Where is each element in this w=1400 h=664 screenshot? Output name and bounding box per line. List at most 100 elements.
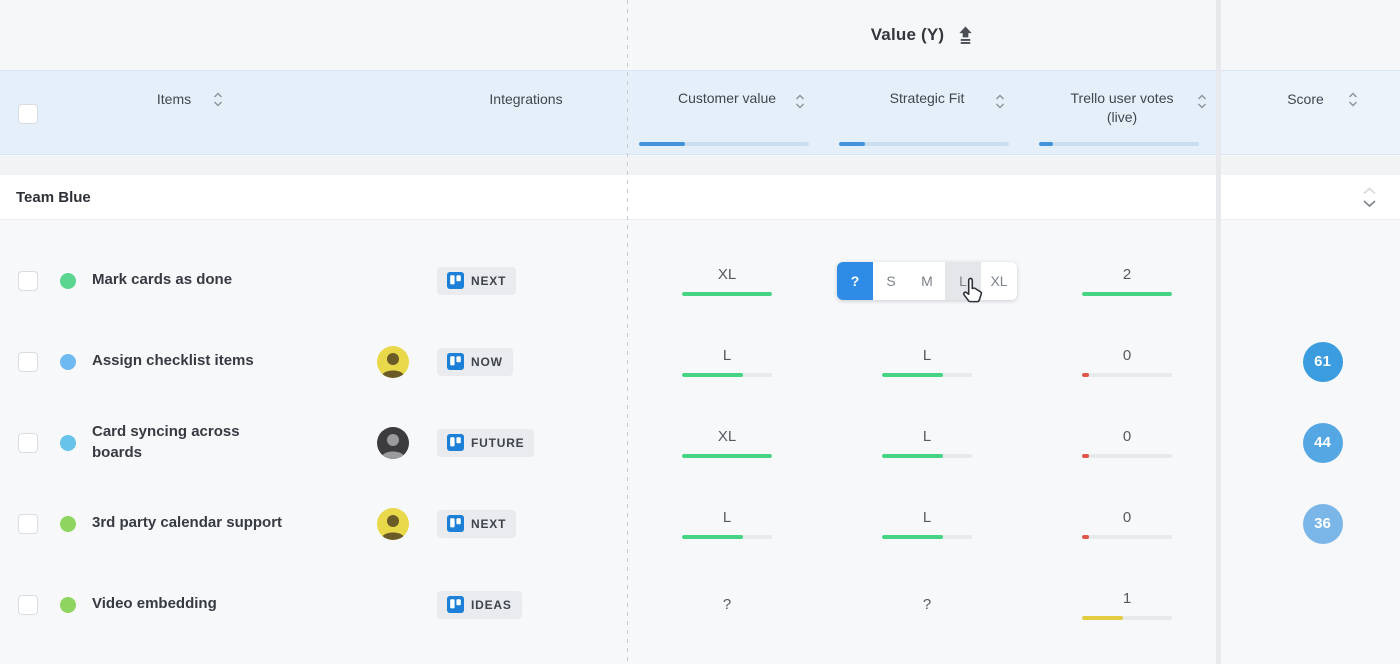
select-all-checkbox[interactable] bbox=[18, 104, 38, 124]
sort-icon[interactable] bbox=[1348, 91, 1358, 108]
header-spacer bbox=[0, 156, 1400, 175]
strategic-fit-cell: ? S M L XL bbox=[827, 261, 1027, 300]
sort-icon[interactable] bbox=[795, 93, 805, 110]
sort-icon[interactable] bbox=[213, 91, 223, 108]
strategic-fit-cell[interactable]: ? bbox=[922, 596, 932, 613]
item-title[interactable]: Mark cards as done bbox=[92, 271, 233, 289]
chart-boundary-dashed-line bbox=[627, 0, 628, 664]
item-title[interactable]: Assign checklist items bbox=[92, 352, 254, 370]
color-dot[interactable] bbox=[60, 272, 76, 289]
customer-value-weight-bar bbox=[639, 142, 809, 146]
value-bar bbox=[682, 291, 772, 296]
chart-axis-band: Value (Y) bbox=[0, 0, 1400, 70]
score-cell: 61 bbox=[1217, 341, 1400, 382]
trello-votes-cell[interactable]: 1 bbox=[1027, 590, 1217, 620]
sort-icon[interactable] bbox=[995, 93, 1005, 110]
trello-votes-column-label: Trello user votes (live) bbox=[1070, 90, 1174, 125]
sort-icon[interactable] bbox=[1197, 93, 1207, 110]
trello-icon bbox=[447, 434, 464, 451]
score-badge: 44 bbox=[1302, 422, 1343, 463]
row-checkbox[interactable] bbox=[18, 513, 38, 534]
collapse-group-icon[interactable] bbox=[1361, 184, 1378, 211]
table-row: Mark cards as done NEXT XL ? S M bbox=[0, 240, 1400, 321]
trello-votes-cell[interactable]: 2 bbox=[1027, 266, 1217, 296]
customer-value-cell[interactable]: L bbox=[627, 509, 827, 539]
item-title[interactable]: Video embedding bbox=[92, 595, 217, 613]
column-header-items: Items bbox=[50, 71, 330, 154]
strategic-fit-cell[interactable]: L bbox=[827, 428, 1027, 458]
trello-badge[interactable]: NEXT bbox=[437, 266, 517, 295]
trello-votes-cell[interactable]: 0 bbox=[1027, 509, 1217, 539]
group-rows: Mark cards as done NEXT XL ? S M bbox=[0, 220, 1400, 664]
color-dot[interactable] bbox=[60, 353, 76, 370]
value-bar bbox=[1082, 372, 1172, 377]
customer-value-column-label: Customer value bbox=[677, 90, 777, 106]
customer-value-cell[interactable]: ? bbox=[722, 596, 732, 613]
table-row: Card syncing across boards FUTURE XL bbox=[0, 402, 1400, 483]
items-column-label: Items bbox=[156, 91, 192, 107]
size-picker: ? S M L XL bbox=[837, 261, 1017, 300]
person-icon bbox=[381, 514, 405, 540]
table-row: Video embedding IDEAS ? ? 1 bbox=[0, 564, 1400, 645]
customer-value-cell[interactable]: L bbox=[627, 347, 827, 377]
value-bar bbox=[1082, 534, 1172, 539]
strategic-fit-weight-bar bbox=[839, 142, 1009, 146]
row-checkbox[interactable] bbox=[18, 270, 38, 291]
column-header-integrations: Integrations bbox=[330, 71, 627, 154]
value-bar bbox=[682, 453, 772, 458]
table-row: 3rd party calendar support NEXT L bbox=[0, 483, 1400, 564]
person-icon bbox=[381, 352, 405, 378]
customer-value-cell[interactable]: XL bbox=[627, 266, 827, 296]
value-bar bbox=[882, 534, 972, 539]
trello-badge-label: NOW bbox=[471, 354, 503, 369]
column-header-trello-votes: Trello user votes (live) bbox=[1027, 71, 1217, 154]
group-row: Team Blue bbox=[0, 175, 1400, 220]
trello-votes-cell[interactable]: 0 bbox=[1027, 347, 1217, 377]
trello-badge[interactable]: NOW bbox=[437, 347, 513, 376]
integrations-column-label: Integrations bbox=[489, 91, 563, 107]
size-option-l[interactable]: L bbox=[945, 261, 981, 300]
person-icon bbox=[381, 433, 405, 459]
row-checkbox[interactable] bbox=[18, 432, 38, 453]
color-dot[interactable] bbox=[60, 596, 76, 613]
score-cell: 36 bbox=[1217, 503, 1400, 544]
size-option-s[interactable]: S bbox=[873, 261, 909, 300]
size-option-unknown[interactable]: ? bbox=[837, 261, 873, 300]
table-header-row: Items Integrations Customer value Strate… bbox=[0, 70, 1400, 155]
row-checkbox[interactable] bbox=[18, 594, 38, 615]
column-header-score: Score bbox=[1217, 71, 1400, 154]
score-badge: 61 bbox=[1302, 341, 1343, 382]
value-bar bbox=[882, 372, 972, 377]
trello-badge-label: NEXT bbox=[471, 273, 507, 288]
strategic-fit-cell[interactable]: L bbox=[827, 347, 1027, 377]
trello-badge[interactable]: NEXT bbox=[437, 509, 517, 538]
trello-badge[interactable]: IDEAS bbox=[437, 590, 522, 619]
assignee-avatar[interactable] bbox=[377, 507, 409, 540]
trello-votes-cell[interactable]: 0 bbox=[1027, 428, 1217, 458]
size-option-xl[interactable]: XL bbox=[981, 261, 1017, 300]
trello-icon bbox=[447, 515, 464, 532]
trello-badge-label: IDEAS bbox=[471, 597, 512, 612]
assignee-avatar[interactable] bbox=[377, 426, 409, 459]
value-bar bbox=[882, 453, 972, 458]
score-cell: 44 bbox=[1217, 422, 1400, 463]
item-title[interactable]: Card syncing across boards bbox=[92, 423, 240, 461]
assignee-avatar[interactable] bbox=[377, 345, 409, 378]
color-dot[interactable] bbox=[60, 515, 76, 532]
size-option-m[interactable]: M bbox=[909, 261, 945, 300]
row-checkbox[interactable] bbox=[18, 351, 38, 372]
color-dot[interactable] bbox=[60, 434, 76, 451]
strategic-fit-cell[interactable]: L bbox=[827, 509, 1027, 539]
trello-icon bbox=[447, 353, 464, 370]
item-title[interactable]: 3rd party calendar support bbox=[92, 514, 283, 532]
table-row: Assign checklist items NOW L bbox=[0, 321, 1400, 402]
trello-badge[interactable]: FUTURE bbox=[437, 428, 535, 457]
column-header-customer-value: Customer value bbox=[627, 71, 827, 154]
score-badge: 36 bbox=[1302, 503, 1343, 544]
trello-icon bbox=[447, 272, 464, 289]
customer-value-cell[interactable]: XL bbox=[627, 428, 827, 458]
sort-ascending-icon[interactable] bbox=[956, 25, 975, 45]
score-column-label: Score bbox=[1287, 91, 1324, 107]
group-name: Team Blue bbox=[16, 188, 91, 206]
column-divider bbox=[1216, 0, 1221, 664]
